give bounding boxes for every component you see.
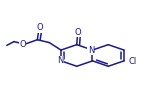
Text: O: O — [19, 40, 26, 49]
Text: Cl: Cl — [128, 57, 137, 66]
Text: N: N — [88, 46, 94, 55]
Text: N: N — [57, 56, 63, 65]
Text: O: O — [74, 28, 81, 37]
Text: O: O — [36, 24, 43, 32]
